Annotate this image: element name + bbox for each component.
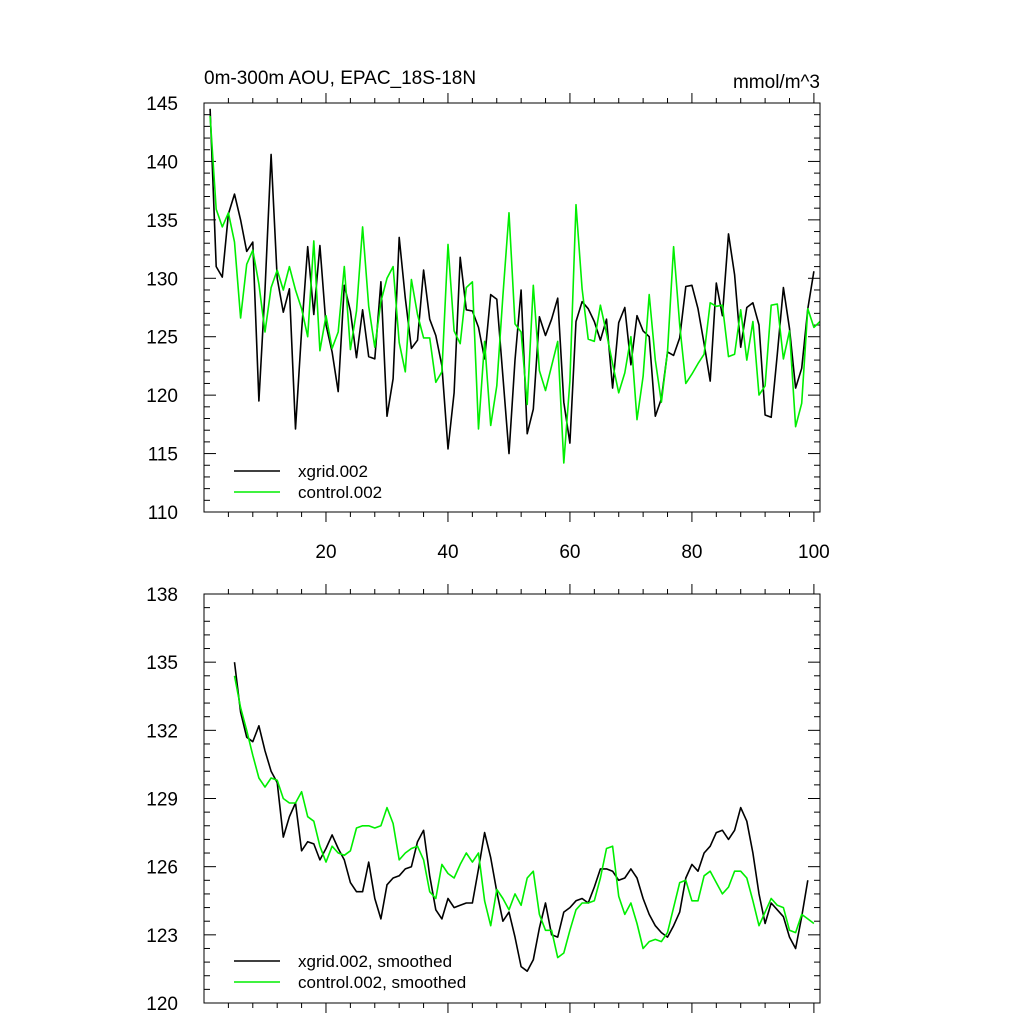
legend-label-control-smoothed: control.002, smoothed <box>298 973 466 992</box>
x-tick-label: 80 <box>681 542 702 563</box>
y-tick-label: 123 <box>146 926 178 947</box>
y-tick-label: 140 <box>146 152 178 173</box>
series-line-xgrid-002-smoothed <box>233 662 809 973</box>
legend-label-xgrid: xgrid.002 <box>298 462 368 481</box>
top-plot-frame <box>203 102 821 513</box>
bottom-legend: xgrid.002, smoothed control.002, smoothe… <box>234 952 466 992</box>
top-legend: xgrid.002 control.002 <box>234 462 382 502</box>
y-tick-label: 115 <box>148 445 178 466</box>
series-line-control-002-smoothed <box>233 675 815 959</box>
x-tick-label: 60 <box>559 542 580 563</box>
x-tick-label: 20 <box>315 542 336 563</box>
top-panel: 0m-300m AOU, EPAC_18S-18N mmol/m^3 11011… <box>146 68 829 563</box>
y-tick-label: 120 <box>146 386 178 407</box>
y-tick-label: 126 <box>146 858 178 879</box>
bottom-plot-frame <box>203 593 821 1004</box>
top-axis-ticks <box>204 93 820 522</box>
bottom-series-group <box>233 662 815 973</box>
y-tick-label: 129 <box>146 790 178 811</box>
series-line-control-002 <box>209 115 821 464</box>
y-tick-label: 130 <box>146 269 178 290</box>
y-tick-label: 135 <box>146 211 178 232</box>
y-tick-label: 138 <box>146 585 178 606</box>
bottom-panel: 120 123 126 129 132 135 138 xgrid.002, smoothe… <box>146 584 821 1015</box>
units-label: mmol/m^3 <box>733 72 820 93</box>
y-tick-label: 145 <box>146 94 178 115</box>
chart-title: 0m-300m AOU, EPAC_18S-18N <box>204 68 476 89</box>
x-tick-label: 40 <box>437 542 458 563</box>
legend-label-xgrid-smoothed: xgrid.002, smoothed <box>298 952 452 971</box>
y-tick-label: 132 <box>146 721 178 742</box>
top-series-group <box>209 108 821 464</box>
x-tick-label: 100 <box>798 542 830 563</box>
legend-label-control: control.002 <box>298 483 382 502</box>
y-tick-label: 110 <box>148 503 178 524</box>
bottom-y-tick-labels: 120 123 126 129 132 135 138 <box>146 585 178 1015</box>
top-y-tick-labels: 110 115 120 125 130 135 140 145 <box>146 94 178 524</box>
y-tick-label: 125 <box>146 328 178 349</box>
top-x-tick-labels: 20 40 60 80 100 <box>315 542 829 563</box>
y-tick-label: 120 <box>146 994 178 1015</box>
y-tick-label: 135 <box>146 653 178 674</box>
